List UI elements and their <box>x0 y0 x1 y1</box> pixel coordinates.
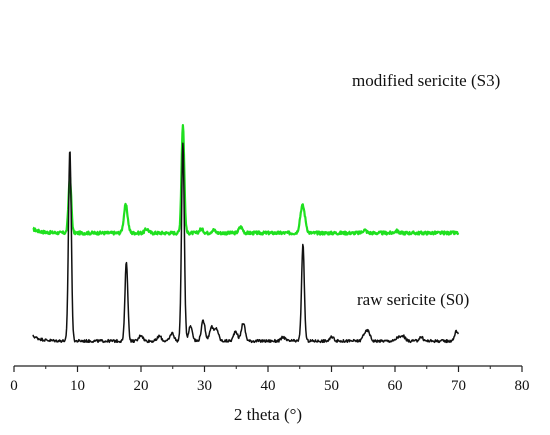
x-axis-title: 2 theta (°) <box>234 405 302 424</box>
series-label-raw-sericite: raw sericite (S0) <box>357 290 469 309</box>
plot-area: modified sericite (S3) raw sericite (S0) <box>32 71 500 344</box>
series-line-modified-sericite <box>32 124 460 236</box>
x-tick-label: 40 <box>261 378 276 394</box>
x-tick-label: 80 <box>515 378 530 394</box>
x-tick-label: 20 <box>134 378 149 394</box>
x-tick-label: 70 <box>451 378 466 394</box>
series-line-raw-sericite <box>32 142 459 344</box>
x-axis: 0 10 20 30 40 50 60 70 80 <box>10 365 530 394</box>
x-tick-label: 10 <box>70 378 85 394</box>
x-tick-label: 30 <box>197 378 212 394</box>
series-label-modified-sericite: modified sericite (S3) <box>352 71 500 90</box>
x-tick-label: 0 <box>10 378 18 394</box>
x-tick-label: 50 <box>324 378 339 394</box>
x-tick-label: 60 <box>388 378 403 394</box>
